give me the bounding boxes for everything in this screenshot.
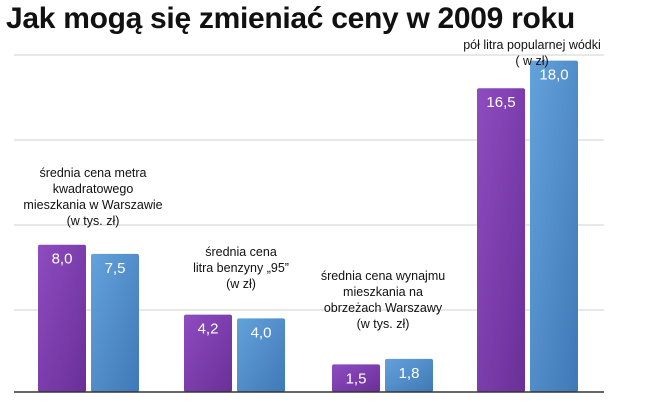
bar-value-label: 18,0 [539,67,568,84]
bar-series-2-3 [385,358,433,392]
bar-series-2-2 [237,318,285,392]
category-label-line: pół litra popularnej wódki [463,38,601,52]
bar-value-label: 1,5 [346,370,367,387]
category-label-line: średnia cena wynajmu [321,269,445,283]
bar-series-2-4 [530,60,578,392]
bar-series-1-2 [184,314,232,392]
category-label: średnia cena wynajmu mieszkania na obrzeża… [321,269,445,331]
category-label: średnia cena metra kwadratowego mieszkania… [23,166,162,228]
chart-title: Jak mogą się zmieniać ceny w 2009 roku [6,2,575,35]
category-label-line: (w zł) [226,277,256,291]
category-label-line: obrzeżach Warszawy [324,301,443,315]
category-label-line: ( w zł) [515,54,548,68]
bar-series-1-3 [332,364,380,392]
category-label-line: (w tys. zł) [357,317,410,331]
bar-value-label: 1,8 [399,365,420,382]
bar-value-label: 4,0 [251,324,272,341]
bar-value-label: 8,0 [52,251,73,268]
bar-value-label: 7,5 [105,260,126,277]
category-label-line: mieszkania w Warszawie [23,198,162,212]
category-label: średnia cena litra benzyny „95” (w zł) [193,245,289,291]
bar-series-1-4 [477,88,525,392]
bar-value-label: 4,2 [198,321,219,338]
category-label-line: średnia cena metra [39,166,146,180]
category-label-line: średnia cena [205,245,277,259]
category-label-line: (w tys. zł) [67,214,120,228]
bar-value-label: 16,5 [486,94,515,111]
bar-series-2-1 [91,253,139,392]
category-label-line: litra benzyny „95” [193,261,289,275]
category-label: pół litra popularnej wódki ( w zł) [463,38,601,68]
bar-series-1-1 [38,244,86,392]
category-label-line: kwadratowego [53,182,134,196]
category-label-line: mieszkania na [343,285,423,299]
